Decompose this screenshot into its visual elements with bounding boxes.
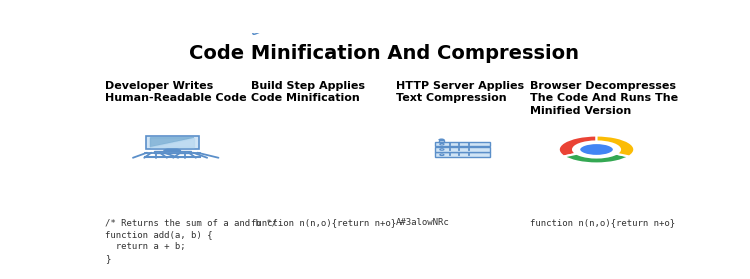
Wedge shape — [564, 150, 629, 163]
Text: A#3alowNRc: A#3alowNRc — [396, 218, 450, 227]
Text: Build Step Applies
Code Minification: Build Step Applies Code Minification — [251, 81, 364, 103]
Circle shape — [572, 140, 621, 158]
Wedge shape — [596, 136, 634, 157]
Text: HTTP Server Applies
Text Compression: HTTP Server Applies Text Compression — [396, 81, 524, 103]
Bar — [154, 151, 190, 153]
Circle shape — [579, 143, 614, 156]
Circle shape — [440, 143, 444, 145]
Text: Code Minification And Compression: Code Minification And Compression — [189, 44, 579, 63]
FancyBboxPatch shape — [436, 153, 490, 157]
FancyBboxPatch shape — [436, 142, 490, 146]
Polygon shape — [151, 138, 194, 147]
FancyBboxPatch shape — [146, 136, 199, 149]
Circle shape — [440, 154, 444, 156]
Circle shape — [440, 149, 444, 150]
FancyBboxPatch shape — [251, 27, 261, 34]
Polygon shape — [151, 138, 194, 147]
Text: function n(n,o){return n+o}: function n(n,o){return n+o} — [530, 218, 675, 227]
Wedge shape — [559, 136, 596, 157]
Polygon shape — [164, 149, 181, 151]
Text: /* Returns the sum of a and b */
function add(a, b) {
  return a + b;
}: /* Returns the sum of a and b */ functio… — [105, 218, 278, 263]
Text: function n(n,o){return n+o}: function n(n,o){return n+o} — [251, 218, 396, 227]
Text: Developer Writes
Human-Readable Code: Developer Writes Human-Readable Code — [105, 81, 247, 103]
FancyBboxPatch shape — [436, 147, 490, 152]
Bar — [440, 140, 444, 142]
Text: Browser Decompresses
The Code And Runs The
Minified Version: Browser Decompresses The Code And Runs T… — [530, 81, 678, 116]
